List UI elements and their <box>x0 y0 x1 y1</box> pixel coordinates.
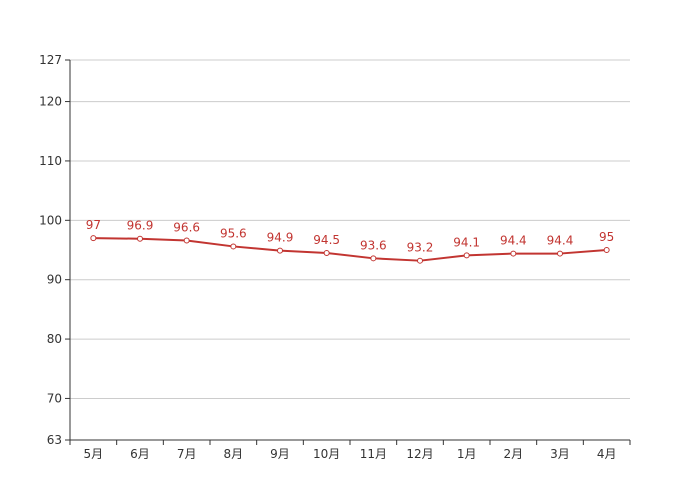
y-axis-tick-labels: 63 70 80 90 100 110 120 127 <box>39 53 62 447</box>
data-label: 95.6 <box>220 226 247 240</box>
data-label: 94.1 <box>453 235 480 249</box>
y-tick-label: 70 <box>47 391 62 405</box>
data-label: 94.4 <box>500 234 527 248</box>
data-points <box>90 235 610 264</box>
data-point <box>183 237 190 244</box>
x-tick-label: 2月 <box>504 447 524 461</box>
y-tick-label: 127 <box>39 53 62 67</box>
grid-lines <box>70 59 630 399</box>
x-tick-label: 6月 <box>130 447 150 461</box>
series-line <box>93 237 607 262</box>
data-point <box>510 250 517 257</box>
data-label: 93.6 <box>360 238 387 252</box>
data-label: 94.5 <box>313 233 340 247</box>
axes <box>65 59 631 445</box>
data-point <box>417 257 423 264</box>
y-tick-label: 100 <box>39 213 62 227</box>
data-point <box>603 247 610 253</box>
x-tick-label: 12月 <box>406 447 433 461</box>
data-label: 94.4 <box>547 234 574 248</box>
data-label: 93.2 <box>407 241 434 255</box>
y-tick-label: 80 <box>47 332 62 346</box>
data-label: 97 <box>86 218 101 232</box>
x-tick-label: 3月 <box>550 447 570 461</box>
data-point <box>277 247 283 254</box>
data-point <box>463 252 470 259</box>
data-point <box>323 249 330 256</box>
x-tick-label: 9月 <box>270 447 290 461</box>
data-label: 95 <box>599 230 614 244</box>
x-tick-label: 1月 <box>457 447 477 461</box>
data-label: 94.9 <box>267 231 294 245</box>
x-tick-label: 8月 <box>224 447 244 461</box>
x-tick-label: 7月 <box>177 447 197 461</box>
x-axis-tick-labels: 5月 6月 7月 8月 9月 10月 11月 12月 1月 2月 3月 4月 <box>84 447 617 461</box>
y-tick-label: 90 <box>47 273 62 287</box>
x-tick-label: 11月 <box>360 447 387 461</box>
data-point <box>230 243 237 250</box>
y-tick-label: 120 <box>39 95 62 109</box>
data-label: 96.6 <box>173 221 200 235</box>
data-point <box>137 235 143 242</box>
x-tick-label: 4月 <box>597 447 617 461</box>
data-point <box>557 250 563 257</box>
series-line <box>93 237 607 262</box>
x-tick-label: 10月 <box>313 447 340 461</box>
y-tick-label: 110 <box>39 154 62 168</box>
y-tick-label: 63 <box>47 433 62 447</box>
data-point <box>370 255 377 262</box>
data-label: 96.9 <box>127 219 154 233</box>
data-labels: 97 96.9 96.6 95.6 94.9 94.5 93.6 93.2 94.1 94.4 94… <box>86 218 615 255</box>
data-point <box>90 235 97 242</box>
x-tick-label: 5月 <box>84 447 104 461</box>
